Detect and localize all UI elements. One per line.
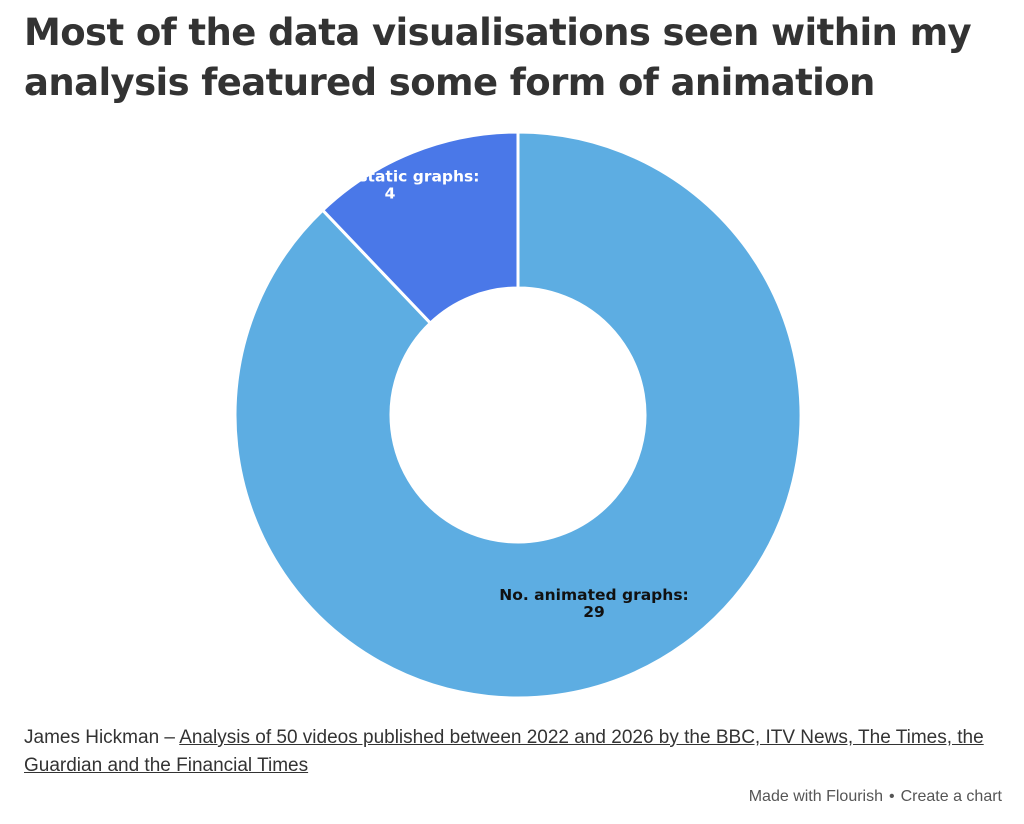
slice-label-0: No. animated graphs: <box>499 586 689 604</box>
credit-separator: • <box>889 788 895 805</box>
donut-chart: No. animated graphs: 29 No. of static grap… <box>0 120 1024 710</box>
slice-label-1: No. of static graphs: <box>301 167 480 185</box>
create-chart-link[interactable]: Create a chart <box>900 788 1002 805</box>
made-with-flourish-link[interactable]: Made with Flourish <box>748 788 883 805</box>
author-name: James Hickman – <box>24 727 175 748</box>
donut-slice-1[interactable] <box>321 130 520 325</box>
source-link[interactable]: Analysis of 50 videos published between … <box>24 727 984 776</box>
slice-value-0: 29 <box>583 603 605 621</box>
chart-title: Most of the data visualisations seen wit… <box>24 11 972 104</box>
chart-footer: James Hickman – Analysis of 50 videos pu… <box>24 724 1009 780</box>
donut-slice-0[interactable] <box>233 130 803 700</box>
slice-value-1: 4 <box>385 184 396 202</box>
donut-chart-svg: No. animated graphs:29 No. of static grap… <box>233 130 803 700</box>
flourish-credit: Made with Flourish • Create a chart <box>749 788 1002 806</box>
